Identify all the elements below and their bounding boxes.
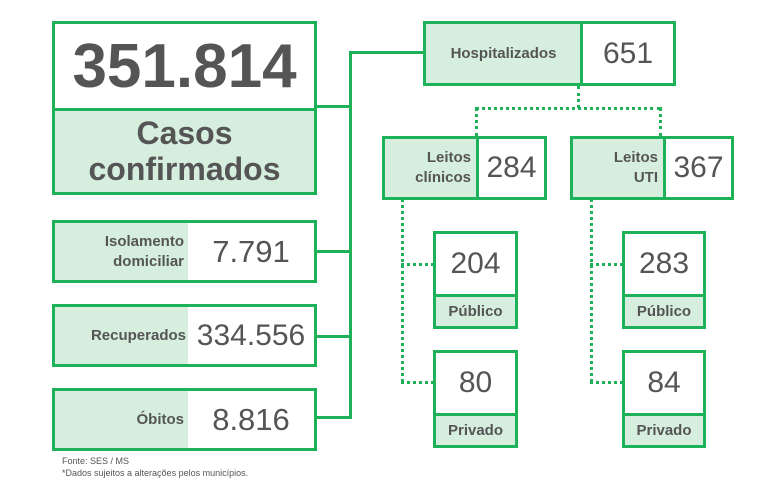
dotted-uti-vertical: [590, 199, 593, 382]
clinicos-privado-card: 80 Privado: [433, 350, 518, 448]
casos-total-value: 351.814: [72, 31, 297, 101]
casos-confirmados-card: 351.814 Casos confirmados: [52, 21, 317, 195]
recuperados-card: Recuperados 334.556: [52, 304, 317, 367]
isolamento-value: 7.791: [212, 233, 290, 269]
footer-source: Fonte: SES / MS: [62, 456, 130, 466]
connector-from-isolamento: [316, 250, 352, 253]
leitos-clinicos-label-line1: Leitos: [426, 149, 471, 166]
dotted-to-uti-publico: [590, 263, 623, 266]
leitos-clinicos-label-line2: clínicos: [415, 169, 471, 186]
hospitalizados-value: 651: [602, 36, 654, 70]
dotted-to-leitos-clinicos: [475, 107, 478, 137]
dotted-to-clinicos-privado: [401, 381, 434, 384]
casos-label-line1: Casos: [136, 115, 233, 151]
isolamento-label: Isolamento domiciliar: [55, 223, 188, 280]
dotted-from-hospitalizados: [577, 86, 580, 108]
casos-divider: [55, 108, 314, 111]
leitos-uti-label: Leitos UTI: [573, 139, 664, 197]
uti-privado-divider: [625, 413, 703, 416]
dotted-to-leitos-uti: [659, 107, 662, 137]
leitos-clinicos-divider: [476, 139, 479, 197]
uti-privado-label: Privado: [625, 416, 703, 445]
casos-label-line2: confirmados: [88, 151, 281, 187]
clinicos-publico-divider: [436, 294, 515, 297]
recuperados-value: 334.556: [196, 318, 306, 352]
uti-publico-label: Público: [625, 297, 703, 326]
connector-main-vertical: [349, 51, 352, 419]
leitos-clinicos-value: 284: [486, 151, 537, 184]
uti-publico-value: 283: [638, 247, 690, 280]
clinicos-publico-label: Público: [436, 297, 515, 326]
leitos-uti-label-line2: UTI: [633, 169, 658, 186]
leitos-clinicos-card: Leitos clínicos 284: [382, 136, 547, 200]
clinicos-privado-label: Privado: [436, 416, 515, 445]
hospitalizados-card: Hospitalizados 651: [423, 21, 676, 86]
uti-publico-divider: [625, 294, 703, 297]
connector-from-casos: [316, 105, 352, 108]
connector-from-recuperados: [316, 335, 352, 338]
isolamento-label-line2: domiciliar: [113, 252, 184, 270]
leitos-uti-label-line1: Leitos: [613, 149, 658, 166]
clinicos-publico-card: 204 Público: [433, 231, 518, 329]
uti-privado-card: 84 Privado: [622, 350, 706, 448]
connector-to-hospitalizados: [349, 51, 424, 54]
leitos-uti-divider: [663, 139, 666, 197]
dotted-to-uti-privado: [590, 381, 623, 384]
dotted-to-clinicos-publico: [401, 263, 434, 266]
clinicos-privado-value: 80: [458, 366, 493, 399]
isolamento-label-line1: Isolamento: [104, 232, 184, 250]
casos-total-label: Casos confirmados: [55, 110, 314, 192]
dotted-clinicos-vertical: [401, 199, 404, 382]
clinicos-privado-divider: [436, 413, 515, 416]
hospitalizados-label: Hospitalizados: [426, 24, 581, 83]
leitos-uti-value: 367: [673, 151, 724, 184]
obitos-value: 8.816: [212, 401, 290, 437]
connector-from-obitos: [316, 416, 352, 419]
uti-publico-card: 283 Público: [622, 231, 706, 329]
hospitalizados-divider: [580, 24, 583, 83]
obitos-card: Óbitos 8.816: [52, 388, 317, 451]
uti-privado-value: 84: [647, 366, 681, 399]
isolamento-card: Isolamento domiciliar 7.791: [52, 220, 317, 283]
footer-note: *Dados sujeitos a alterações pelos munic…: [62, 468, 249, 478]
obitos-label: Óbitos: [55, 391, 188, 448]
clinicos-publico-value: 204: [450, 247, 501, 280]
recuperados-label: Recuperados: [55, 307, 188, 364]
leitos-uti-card: Leitos UTI 367: [570, 136, 734, 200]
dotted-branch-horizontal: [475, 107, 661, 110]
leitos-clinicos-label: Leitos clínicos: [385, 139, 477, 197]
